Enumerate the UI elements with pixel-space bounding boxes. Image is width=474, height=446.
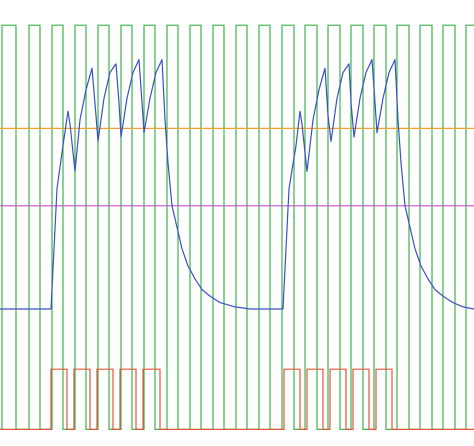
- response-curve: [0, 59, 474, 310]
- clock-square-wave: [0, 24, 474, 430]
- pulse-train: [0, 368, 474, 430]
